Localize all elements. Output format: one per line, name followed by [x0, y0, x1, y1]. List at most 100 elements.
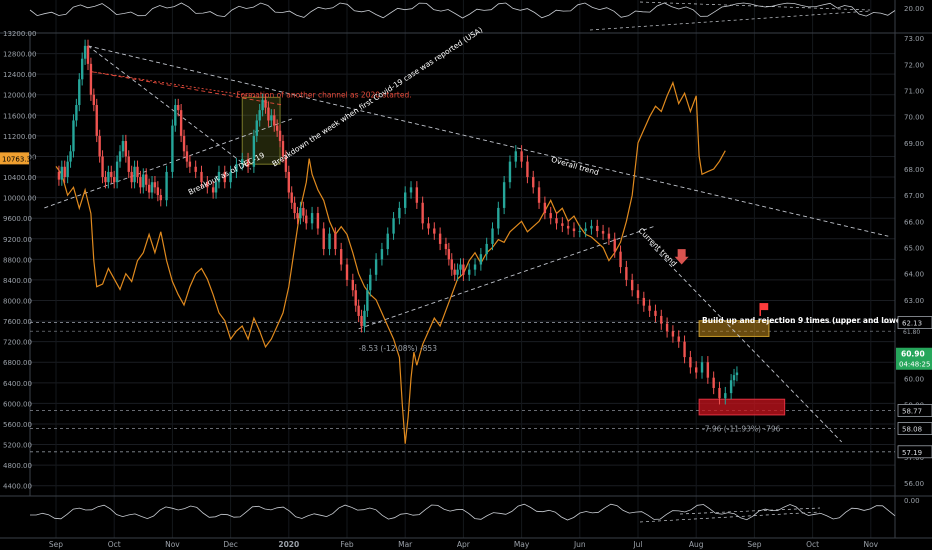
candle-body: [398, 207, 401, 219]
candle-body: [153, 182, 157, 188]
small-level-label: 61.80: [903, 329, 920, 336]
right-tick-label: 65.00: [904, 244, 924, 252]
candle-body: [214, 182, 218, 193]
candle-body: [127, 156, 130, 172]
candle-body: [217, 171, 221, 183]
time-label-Nov: Nov: [863, 540, 878, 549]
candle-body: [290, 192, 293, 203]
candle-body: [150, 182, 154, 193]
time-label-Aug: Aug: [689, 540, 704, 549]
candle-body: [66, 161, 69, 178]
candle-body: [118, 151, 122, 162]
candle-body: [607, 233, 611, 239]
red-channel-line-2: [90, 71, 260, 98]
candle-body: [601, 231, 605, 234]
candle-body: [590, 225, 593, 229]
top-indicator-upper-trend: [639, 1, 871, 11]
left-tick-label: 4800.00: [3, 462, 32, 470]
level-box-1: [897, 404, 932, 417]
candle-body: [671, 331, 675, 337]
candle-body: [427, 223, 430, 229]
candle-body: [89, 63, 93, 95]
candle-body: [409, 187, 413, 193]
candle-body: [584, 228, 587, 232]
candle-body: [497, 207, 500, 229]
red-channel-line: [90, 71, 284, 106]
candle-body: [537, 187, 541, 203]
candle-body: [63, 166, 66, 178]
candle-body: [636, 290, 640, 298]
candle-body: [115, 161, 119, 183]
candle-body: [165, 171, 168, 201]
candle-body: [543, 202, 547, 214]
candle-body: [270, 115, 273, 121]
annotation-5: Build up and rejection 9 times (upper an…: [702, 316, 932, 325]
candle-body: [613, 238, 616, 252]
candle-body: [305, 215, 308, 224]
candle-body: [182, 135, 186, 152]
candle-body: [339, 249, 343, 265]
candle-body: [75, 105, 78, 121]
candle-body: [241, 159, 244, 165]
left-tick-label: 6800.00: [3, 359, 32, 367]
candle-body: [572, 228, 576, 232]
candle-body: [369, 274, 372, 291]
candle-body: [188, 161, 192, 167]
current-time-label: 04:48:25: [899, 361, 930, 369]
right-tick-label: 70.00: [904, 114, 924, 122]
candle-body: [322, 228, 325, 250]
candle-body: [72, 120, 75, 152]
candle-body: [648, 305, 651, 311]
candle-body: [177, 105, 180, 111]
time-label-Dec: Dec: [223, 540, 238, 549]
right-tick-label: 68.00: [904, 166, 924, 174]
candle-body: [86, 45, 90, 64]
candle-body: [468, 269, 471, 275]
candle-body: [596, 225, 599, 232]
candle-body: [60, 166, 64, 180]
candle-body: [447, 249, 451, 260]
support-zone-box: [698, 398, 786, 416]
candle-body: [174, 105, 177, 126]
top-panel-label: 20.00: [904, 5, 924, 13]
left-tick-label: 7200.00: [3, 339, 32, 347]
candle-body: [185, 151, 189, 162]
level-box-2: [897, 422, 932, 435]
candle-body: [235, 164, 238, 172]
top-indicator-line: [29, 2, 896, 19]
candle-body: [130, 171, 133, 183]
candle-body: [273, 115, 276, 126]
candle-body: [278, 130, 282, 142]
candle-body: [421, 202, 424, 224]
candle-body: [561, 223, 564, 226]
candle-body: [83, 45, 87, 59]
candle-body: [156, 187, 160, 196]
candle-body: [310, 213, 314, 224]
left-price-marker-label: 10763.35: [2, 155, 35, 163]
right-tick-label: 60.00: [904, 375, 924, 383]
candle-body: [351, 279, 355, 291]
annotation-0: Formation of another channel as 2020 sta…: [236, 90, 411, 99]
candle-body: [133, 166, 136, 183]
time-label-2020: 2020: [278, 540, 299, 549]
candle-body: [357, 305, 360, 316]
candle-body: [136, 166, 139, 178]
candle-body: [724, 393, 727, 399]
right-tick-label: 73.00: [904, 35, 924, 43]
candle-body: [404, 192, 407, 208]
candle-body: [491, 228, 494, 244]
candle-body: [281, 141, 285, 157]
right-tick-label: 63.00: [904, 297, 924, 305]
candle-body: [578, 231, 581, 233]
candle-body: [473, 264, 477, 270]
channel-upper-line: [87, 45, 252, 170]
candle-body: [625, 267, 628, 280]
left-tick-label: 13200.00: [3, 30, 36, 38]
candle-body: [229, 171, 232, 183]
candle-body: [549, 213, 552, 219]
candle-body: [275, 125, 279, 131]
left-tick-label: 12400.00: [3, 71, 36, 79]
right-tick-label: 66.00: [904, 218, 924, 226]
candle-body: [246, 159, 250, 167]
candle-body: [363, 310, 366, 327]
